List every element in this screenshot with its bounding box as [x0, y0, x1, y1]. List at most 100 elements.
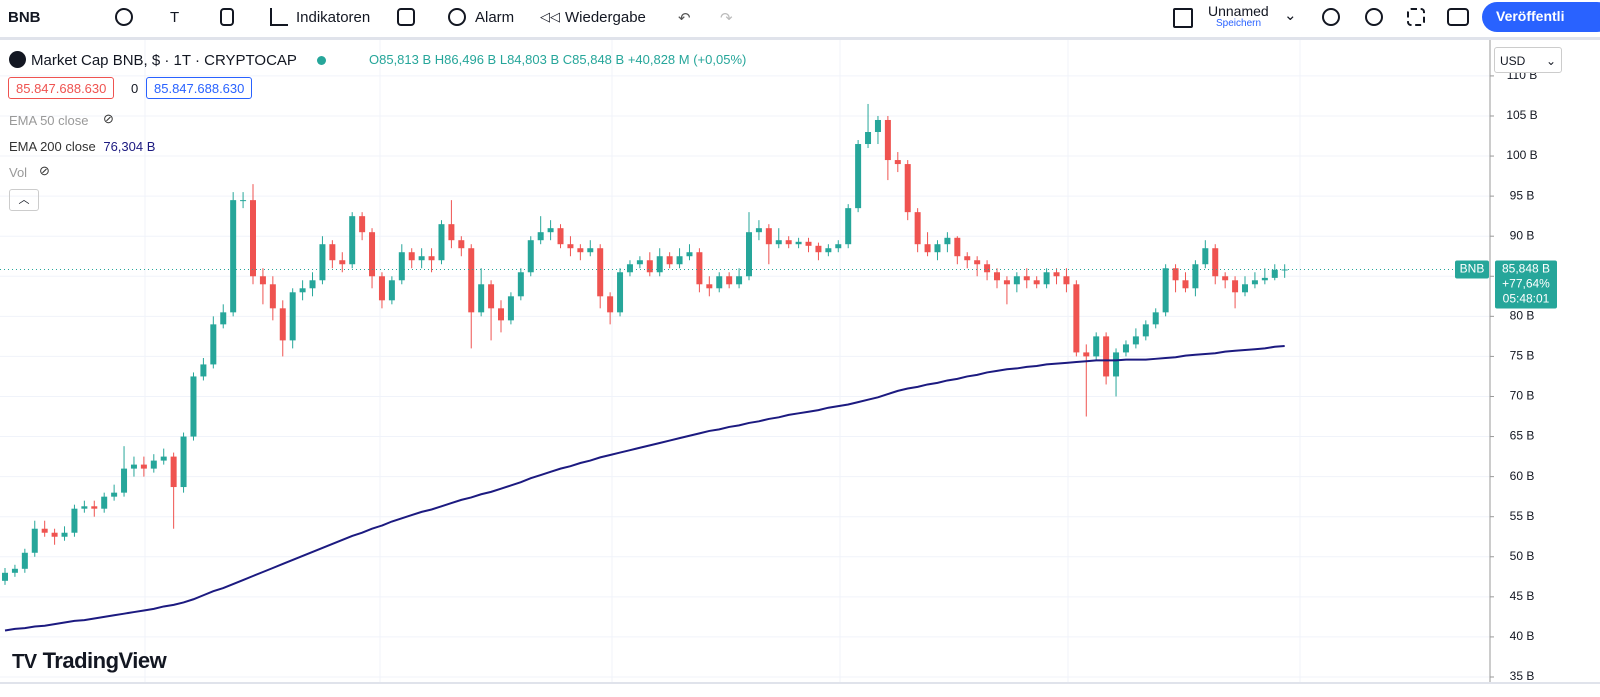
hidden-icon[interactable]: ⊘ [103, 111, 114, 126]
collapse[interactable]: ︿ [9, 189, 39, 211]
candle-body [1251, 280, 1258, 285]
candle-body [775, 240, 782, 245]
candle-body [1142, 324, 1149, 337]
candle-body [825, 248, 832, 253]
candle-body [686, 252, 693, 257]
camera-icon[interactable] [1447, 8, 1469, 26]
y-tick-label: 40 B [1510, 629, 1535, 643]
fullscreen-icon[interactable] [1407, 8, 1425, 26]
y-tick-label: 75 B [1510, 349, 1535, 363]
watermark-text: TradingView [42, 648, 167, 673]
candle-body [597, 248, 604, 297]
tag: BNB [1460, 262, 1485, 276]
close: C85,848 B [562, 52, 625, 67]
text-tool[interactable]: T [170, 9, 180, 26]
candle-body [269, 284, 276, 309]
candle-body [448, 224, 455, 241]
candle-body [865, 132, 872, 145]
candle-body [71, 508, 78, 533]
candle-body [408, 252, 415, 261]
alarm[interactable]: Alarm [475, 9, 515, 26]
settings-icon[interactable] [1365, 8, 1383, 26]
currency[interactable]: USD ⌄ [1494, 47, 1562, 73]
sell-box[interactable]: 85.847.688.630 [8, 77, 115, 99]
candle-body [1013, 276, 1020, 285]
candle-body [1073, 284, 1080, 353]
candle-body [349, 216, 356, 265]
candle-body [1122, 344, 1129, 353]
y-tick-label: 70 B [1510, 389, 1535, 403]
candle-body [835, 244, 842, 249]
y-tick-label: 35 B [1510, 669, 1535, 683]
layout-name[interactable]: Unnamed [1208, 3, 1269, 19]
candle-body [1182, 280, 1189, 289]
candle-body [1113, 352, 1120, 377]
candle-body [418, 256, 425, 261]
redo[interactable]: ↷ [720, 10, 733, 27]
replay[interactable]: Wiedergabe [565, 9, 646, 26]
y-tick-label: 65 B [1510, 429, 1535, 443]
symbol[interactable]: BNB [8, 9, 41, 26]
y-tick-label: 50 B [1510, 549, 1535, 563]
publish-button[interactable]: Veröffentli [1482, 2, 1600, 32]
indicator-icon[interactable] [270, 8, 288, 26]
price-change: +77,64% [1502, 277, 1550, 291]
candle-body [220, 312, 227, 325]
candle-body [478, 284, 485, 313]
y-tick-label: 95 B [1510, 188, 1535, 202]
candle-body [666, 256, 673, 265]
ema200-value: 76,304 B [103, 139, 156, 154]
price-label-bg [1495, 260, 1557, 309]
candle-body [577, 248, 584, 253]
candle-body [111, 492, 118, 497]
candle-body [567, 244, 574, 249]
price-label: 85,848 B [1502, 262, 1550, 276]
candle-body [180, 436, 187, 488]
y-tick-label: 60 B [1510, 469, 1535, 483]
candle-body [954, 237, 961, 257]
candle-body [41, 528, 48, 533]
candle-body [517, 272, 524, 297]
candle-body [1162, 268, 1169, 313]
candle-body [101, 496, 108, 509]
hidden-icon[interactable]: ⊘ [39, 163, 50, 178]
candle-body [1083, 352, 1090, 357]
add-icon[interactable] [115, 8, 133, 26]
candle-body [746, 232, 752, 277]
candle-body [527, 240, 534, 273]
ema200: EMA 200 close 76,304 B [9, 139, 155, 154]
undo[interactable]: ↶ [678, 10, 691, 27]
candle-body [557, 228, 564, 245]
candle-body [61, 532, 68, 537]
candle-body [617, 272, 624, 313]
dropdown[interactable]: ⌄ [1284, 7, 1297, 24]
save[interactable]: Speichern [1216, 18, 1262, 29]
alert-icon[interactable] [1322, 8, 1340, 26]
candle-body [1212, 248, 1219, 277]
candle-body [1242, 284, 1248, 293]
candle-body [1063, 276, 1070, 285]
candle-icon[interactable] [220, 8, 234, 26]
candle-body [547, 228, 554, 233]
indicators[interactable]: Indikatoren [296, 9, 371, 26]
candle-body [170, 456, 177, 488]
candle-body [994, 272, 1000, 281]
layout-icon[interactable] [397, 8, 415, 26]
candle-body [805, 241, 812, 246]
candle-body [140, 464, 147, 469]
candle-body [339, 260, 346, 265]
alarm-icon[interactable] [448, 8, 466, 26]
low: L84,803 B [499, 52, 560, 67]
candle-body [250, 200, 256, 277]
layout-box[interactable] [1173, 8, 1193, 28]
candle-body [230, 200, 237, 313]
candle-body [656, 256, 663, 273]
candle-body [210, 324, 217, 365]
currency-label: USD [1500, 54, 1526, 68]
candle-body [21, 552, 28, 569]
buy-box[interactable]: 85.847.688.630 [146, 77, 253, 99]
dropdown: ⌄ [1545, 54, 1556, 68]
candle-body [240, 200, 247, 202]
candle-body [894, 160, 901, 165]
